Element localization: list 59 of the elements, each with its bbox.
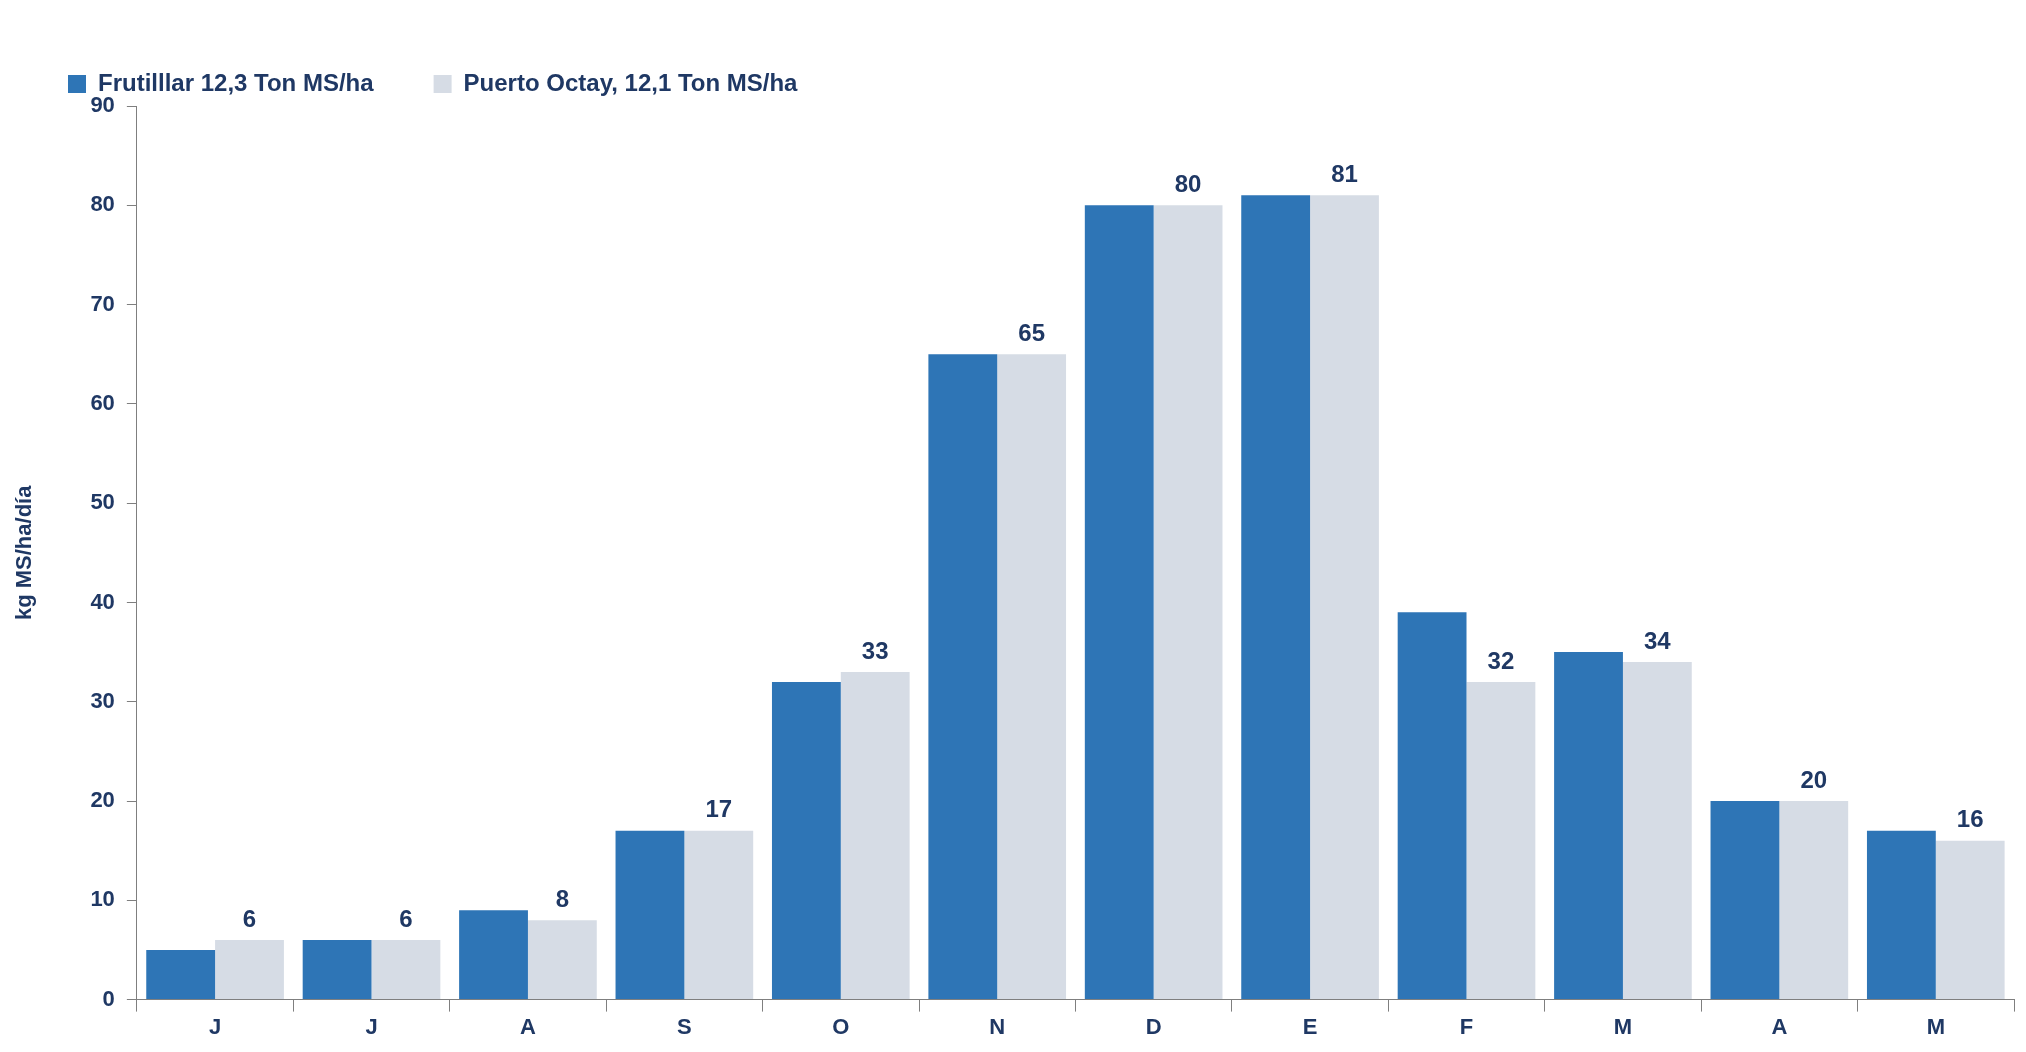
y-tick-label: 10 <box>90 886 115 912</box>
data-label: 6 <box>242 904 257 932</box>
x-tick-label: J <box>208 1013 222 1039</box>
y-tick-label: 80 <box>90 191 115 217</box>
bar <box>997 354 1067 1000</box>
x-tick-label: A <box>1771 1013 1788 1039</box>
bar <box>840 671 910 1000</box>
y-axis-title: kg MS/ha/día <box>11 484 37 621</box>
x-tick-label: E <box>1302 1013 1318 1039</box>
x-tick-label: A <box>519 1013 536 1039</box>
bar <box>684 830 754 1000</box>
x-tick-label: N <box>989 1013 1006 1039</box>
bar <box>1397 612 1467 1000</box>
bar <box>1153 205 1223 1000</box>
data-label: 34 <box>1643 626 1672 654</box>
data-label: 6 <box>399 904 413 932</box>
data-label: 80 <box>1174 169 1202 197</box>
data-label: 20 <box>1800 765 1828 793</box>
x-tick-label: D <box>1145 1013 1162 1039</box>
data-label: 16 <box>1956 805 1984 833</box>
bar <box>1935 840 2005 1000</box>
x-tick-label: F <box>1459 1013 1474 1039</box>
bar <box>1554 652 1623 1000</box>
x-tick-label: O <box>832 1013 850 1039</box>
x-tick-label: J <box>365 1013 378 1039</box>
bar <box>371 940 441 1000</box>
bar <box>215 940 284 1000</box>
data-label: 17 <box>705 795 733 823</box>
y-tick-label: 70 <box>90 290 115 316</box>
bar <box>928 354 998 1000</box>
data-label: 33 <box>861 636 889 664</box>
y-tick-label: 60 <box>90 389 115 415</box>
bar <box>615 830 685 1000</box>
y-tick-label: 20 <box>90 787 115 813</box>
x-tick-label: M <box>1613 1013 1633 1039</box>
bar <box>1779 801 1849 1000</box>
bar <box>1622 662 1692 1000</box>
bar <box>1310 195 1379 1000</box>
x-tick-label: M <box>1926 1013 1945 1039</box>
bar <box>302 940 372 1000</box>
bar <box>527 920 597 1000</box>
bar <box>1084 205 1154 1000</box>
bar <box>1466 681 1536 1000</box>
bar <box>1710 801 1780 1000</box>
data-label: 81 <box>1331 159 1358 187</box>
data-label: 65 <box>1018 318 1045 346</box>
bar <box>1241 195 1311 1000</box>
y-tick-label: 50 <box>90 489 115 515</box>
bar <box>146 949 216 1000</box>
y-tick-label: 40 <box>90 588 115 614</box>
data-label: 8 <box>555 884 570 912</box>
bar <box>1866 830 1936 1000</box>
bar <box>771 681 841 1000</box>
y-tick-label: 30 <box>90 687 115 713</box>
bar <box>459 910 528 1000</box>
x-tick-label: S <box>677 1013 692 1039</box>
legend-label: Puerto Octay, 12,1 Ton MS/ha <box>463 68 799 96</box>
data-label: 32 <box>1487 646 1515 674</box>
y-tick-label: 0 <box>102 985 115 1011</box>
